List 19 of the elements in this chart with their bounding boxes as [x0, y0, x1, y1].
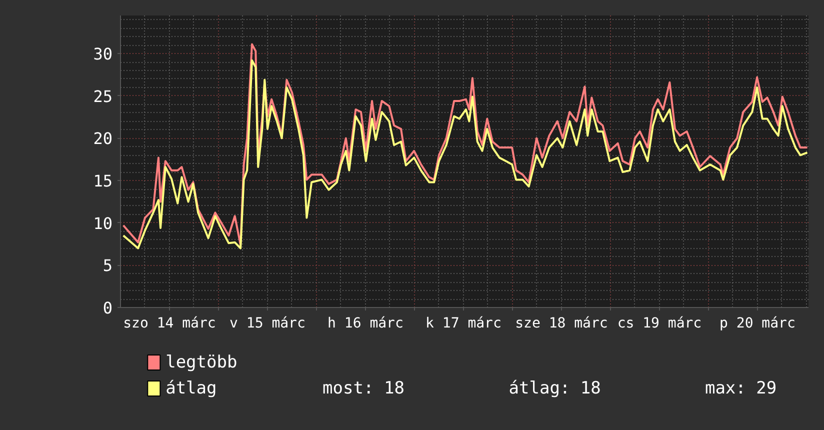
text: most: 18 [322, 378, 404, 398]
x-tick-label: h 16 márc [328, 316, 404, 332]
y-tick-label: 20 [93, 129, 112, 148]
y-tick-label: 0 [102, 298, 113, 318]
y-tick-label: 10 [93, 214, 112, 233]
x-tick-label: p 20 márc [720, 316, 796, 332]
legend-label: legtöbb [166, 352, 238, 372]
x-tick-label: sze 18 márc [515, 316, 608, 332]
y-tick-label: 5 [102, 256, 113, 276]
text: max: 29 [704, 378, 777, 398]
x-tick-label: v 15 márc [230, 316, 306, 332]
y-tick-label: 25 [93, 86, 112, 106]
x-tick-label: cs 19 márc [617, 316, 702, 332]
x-tick-label: szo 14 márc [123, 316, 216, 332]
legend-label: átlag [166, 378, 217, 398]
y-tick-label: 15 [93, 172, 112, 191]
x-tick-label: k 17 márc [426, 316, 502, 332]
text: átlag: 18 [508, 378, 601, 398]
y-tick-label: 30 [93, 44, 112, 64]
